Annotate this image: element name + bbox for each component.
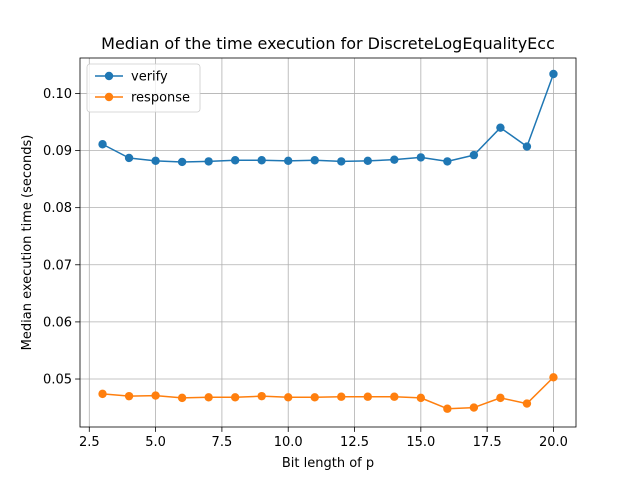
data-point-verify (230, 156, 240, 165)
data-point-verify (363, 156, 372, 166)
data-point-verify (443, 157, 452, 166)
data-point-response (257, 391, 266, 401)
x-tick-label: 7.5 (212, 435, 233, 450)
data-point-response (522, 399, 532, 408)
plot-frame (79, 57, 577, 428)
data-point-verify (284, 156, 293, 166)
y-axis-label: Median execution time (seconds) (20, 135, 35, 351)
data-point-response (390, 392, 399, 401)
plot-background (80, 58, 576, 427)
series-line-response (102, 376, 554, 410)
legend-marker-response (104, 92, 114, 102)
data-point-verify (496, 123, 505, 132)
data-point-response (151, 391, 160, 400)
data-point-response (98, 389, 107, 399)
y-tick-label: 0.05 (43, 373, 72, 388)
data-point-verify (204, 157, 213, 166)
legend-label-response: response (131, 91, 190, 106)
data-point-response (469, 403, 479, 412)
data-point-response (124, 391, 134, 401)
x-tick-label: 5.0 (145, 435, 166, 450)
data-point-response (549, 373, 558, 382)
y-tick-label: 0.08 (43, 201, 72, 216)
data-point-response (230, 393, 240, 402)
data-point-verify (469, 150, 479, 160)
x-tick-label: 12.5 (340, 435, 369, 450)
y-tick-label: 0.10 (43, 87, 72, 102)
y-tick-label: 0.09 (43, 144, 72, 159)
x-tick-label: 2.5 (79, 435, 100, 450)
data-point-response (204, 393, 213, 402)
data-point-response (284, 393, 293, 402)
legend: verify response (86, 63, 201, 113)
data-point-verify (257, 156, 266, 165)
data-point-verify (337, 157, 346, 166)
series-layer (98, 69, 558, 413)
series-line-verify (102, 73, 555, 163)
data-point-verify (416, 153, 426, 162)
data-point-verify (124, 153, 134, 163)
data-point-verify (177, 157, 187, 167)
y-tick-label: 0.07 (43, 258, 72, 273)
chart-title: Median of the time execution for Discret… (101, 34, 555, 53)
data-point-response (310, 393, 319, 402)
data-point-verify (151, 156, 160, 166)
x-tick-label: 15.0 (406, 435, 435, 450)
data-point-response (416, 393, 426, 403)
data-point-response (496, 393, 505, 403)
data-point-response (177, 393, 187, 403)
x-tick-label: 20.0 (539, 435, 568, 450)
data-point-response (443, 404, 452, 413)
data-point-verify (522, 142, 532, 151)
legend-marker-verify (104, 71, 114, 81)
x-axis-label: Bit length of p (282, 456, 374, 471)
x-tick-label: 17.5 (473, 435, 502, 450)
data-point-response (337, 392, 346, 401)
data-point-verify (390, 155, 399, 164)
y-tick-label: 0.06 (43, 315, 72, 330)
data-point-response (363, 392, 372, 401)
x-tick-label: 10.0 (274, 435, 303, 450)
data-point-verify (98, 140, 107, 149)
data-point-verify (310, 156, 319, 165)
ticks: 2.5 5.0 7.5 10.0 12.5 15.0 17.5 20.0 0.05 0.06 0.0… (43, 87, 568, 450)
grid (80, 58, 576, 427)
legend-label-verify: verify (131, 70, 168, 85)
data-point-verify (549, 69, 558, 79)
